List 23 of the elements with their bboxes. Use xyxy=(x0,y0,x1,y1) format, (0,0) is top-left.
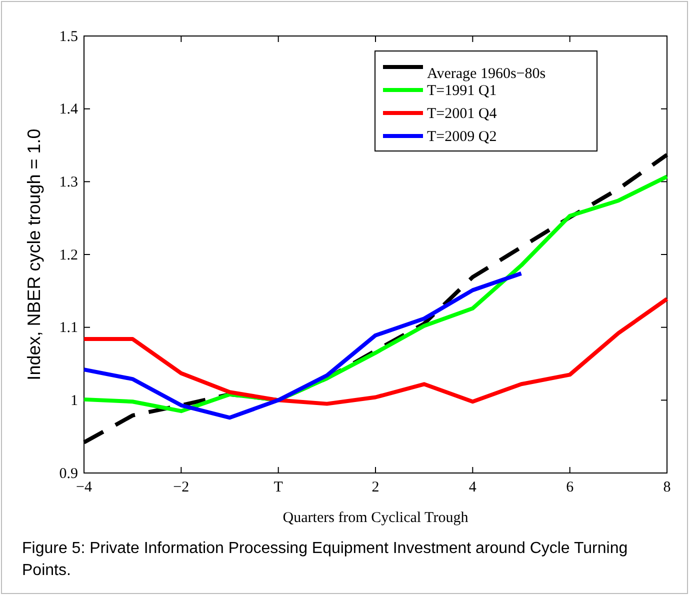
x-tick-label: −4 xyxy=(76,480,92,496)
x-tick-label: 4 xyxy=(468,480,477,496)
legend-label: T=1991 Q1 xyxy=(427,83,497,99)
x-tick-label: 8 xyxy=(663,480,671,496)
y-tick-label: 1.1 xyxy=(59,320,78,336)
y-tick-label: 1 xyxy=(70,392,78,409)
x-axis-title: Quarters from Cyclical Trough xyxy=(282,510,469,526)
x-tick-label: 6 xyxy=(566,480,574,496)
y-axis-title: Index, NBER cycle trough = 1.0 xyxy=(24,128,44,380)
legend-label: T=2009 Q2 xyxy=(427,129,497,145)
y-tick-label: 1.2 xyxy=(59,247,78,264)
y-tick-label: 1.3 xyxy=(59,174,78,190)
legend-label: Average 1960s−80s xyxy=(427,66,546,82)
line-series xyxy=(82,271,524,420)
y-tick-label: 1.5 xyxy=(59,28,78,45)
legend-label: T=2001 Q4 xyxy=(427,106,498,122)
y-tick-label: 1.4 xyxy=(59,102,78,118)
caption: Figure 5: Private Information Processing Equipment Investment around Cycle Turning Points. xyxy=(22,539,629,581)
y-tick-label: 0.9 xyxy=(59,466,78,482)
x-tick-label: −2 xyxy=(173,480,190,496)
line-series xyxy=(82,296,669,406)
x-tick-label: T xyxy=(274,480,283,496)
x-tick-label: 2 xyxy=(372,480,380,496)
